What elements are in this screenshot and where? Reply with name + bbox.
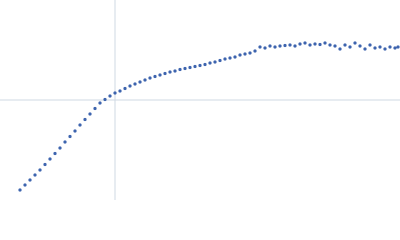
point [73,129,77,133]
point [23,183,27,187]
point [53,151,57,156]
point [93,106,97,111]
point [283,43,287,48]
point [333,44,337,48]
point [143,78,147,82]
point [118,89,122,93]
point [243,52,247,56]
point [273,45,277,49]
point [188,65,192,70]
point [38,168,42,172]
point [393,46,397,50]
point [133,82,137,86]
point [153,74,157,79]
point [238,53,242,57]
point [213,60,217,64]
point [278,44,282,48]
point [348,45,352,49]
point [373,46,377,50]
point [33,173,37,177]
point [178,67,182,72]
point [298,42,302,46]
point [318,42,322,47]
point [103,97,107,102]
point [63,140,67,144]
point [233,55,237,59]
point [198,63,202,68]
point [288,43,292,47]
point [173,69,177,73]
point [68,134,72,139]
point [163,71,167,76]
point [58,146,62,150]
point [78,123,82,127]
point [313,42,317,46]
point [108,94,112,98]
point [253,49,257,53]
point [358,44,362,48]
point [328,43,332,47]
point [293,44,297,48]
point [263,46,267,50]
point [258,45,262,49]
point [98,101,102,105]
point [128,84,132,88]
point [248,51,252,55]
point [396,45,400,49]
point [113,91,117,95]
point [168,70,172,74]
point [268,44,272,48]
point [228,56,232,60]
point [308,43,312,47]
point [388,45,392,49]
point [193,64,197,69]
point [368,43,372,47]
point [353,41,357,45]
point [48,157,52,161]
point [83,117,87,122]
point [303,41,307,45]
point [223,57,227,61]
point [18,188,22,192]
point [43,162,47,167]
point [203,62,207,67]
point [208,61,212,65]
point [88,112,92,116]
point [183,66,187,71]
point [158,73,162,77]
chart [0,0,400,200]
point [323,41,327,45]
point [123,86,127,91]
point [218,58,222,63]
point [343,43,347,47]
point [138,80,142,84]
point [383,47,387,51]
point [148,76,152,80]
point [338,47,342,51]
point [363,47,367,51]
point [378,45,382,49]
point [28,178,32,182]
